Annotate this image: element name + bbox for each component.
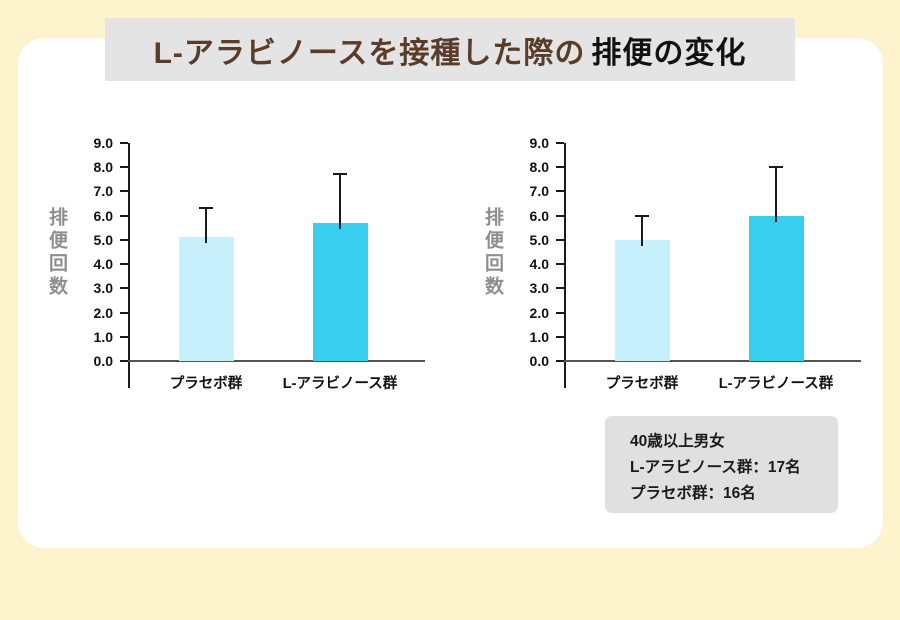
- y-tick-label: 4.0: [529, 256, 549, 273]
- y-tick-label: 1.0: [529, 328, 549, 345]
- bar-chart-left: 排便回数 0.0 1.0 2.0 3.0 4.0 5.0 6.0 7.0 8.0 9.0 プラセボ群 L…: [35, 133, 455, 425]
- y-tick: [120, 287, 128, 290]
- y-tick-label: 6.0: [529, 207, 549, 224]
- y-tick: [556, 311, 564, 314]
- y-tick-label: 9.0: [529, 135, 549, 151]
- error-bar-cap: [333, 173, 347, 176]
- y-tick-label: 0.0: [93, 353, 113, 369]
- y-tick: [120, 166, 128, 169]
- y-tick-label: 2.0: [93, 304, 113, 321]
- error-bar-cap: [635, 214, 649, 217]
- y-tick-label: 2.0: [529, 304, 549, 321]
- y-tick: [556, 166, 564, 169]
- y-tick-label: 4.0: [93, 256, 113, 273]
- category-label: L-アラビノース群: [282, 376, 398, 392]
- note-line-arabinose-count: L-アラビノース群：17名: [630, 459, 801, 476]
- y-tick: [120, 311, 128, 314]
- title-banner: L-アラビノースを接種した際の 排便の変化: [105, 18, 795, 81]
- note-line-subjects: 40歳以上男女: [630, 433, 725, 450]
- y-tick-label: 3.0: [529, 280, 549, 297]
- error-bar-line: [339, 174, 341, 229]
- y-tick: [556, 263, 564, 266]
- y-tick: [120, 360, 128, 362]
- bar: [178, 237, 234, 361]
- y-tick-label: 7.0: [93, 183, 113, 200]
- y-tick: [120, 238, 128, 241]
- y-axis-line: [564, 143, 566, 388]
- y-tick-label: 7.0: [529, 183, 549, 200]
- y-tick: [556, 214, 564, 217]
- y-tick-label: 5.0: [93, 231, 113, 248]
- category-label: L-アラビノース群: [718, 376, 834, 392]
- y-tick: [120, 335, 128, 338]
- note-line-placebo-count: プラセボ群：16名: [630, 485, 756, 502]
- y-tick: [556, 360, 564, 362]
- error-bar-line: [205, 208, 207, 244]
- y-tick-label: 6.0: [93, 207, 113, 224]
- y-tick: [120, 263, 128, 266]
- bar: [312, 222, 368, 361]
- study-note-box: 40歳以上男女 L-アラビノース群：17名 プラセボ群：16名: [605, 416, 838, 513]
- error-bar-cap: [199, 207, 213, 210]
- y-tick: [556, 142, 564, 144]
- y-tick-label: 8.0: [529, 159, 549, 176]
- title-text-black: 排便の変化: [591, 36, 747, 70]
- y-tick-label: 5.0: [529, 231, 549, 248]
- category-label: プラセボ群: [169, 376, 243, 392]
- error-bar-line: [641, 215, 643, 246]
- x-axis-line: [128, 360, 425, 362]
- y-tick-label: 1.0: [93, 328, 113, 345]
- y-tick: [120, 190, 128, 193]
- y-tick-label: 3.0: [93, 280, 113, 297]
- x-axis-line: [564, 360, 861, 362]
- category-label: プラセボ群: [605, 376, 679, 392]
- y-tick: [556, 287, 564, 290]
- y-tick-label: 8.0: [93, 159, 113, 176]
- y-tick: [120, 142, 128, 144]
- y-tick: [556, 238, 564, 241]
- y-tick: [556, 190, 564, 193]
- y-axis-line: [128, 143, 130, 388]
- y-axis-title: 排便回数: [46, 207, 67, 299]
- y-tick-label: 0.0: [529, 353, 549, 369]
- y-tick-label: 9.0: [93, 135, 113, 151]
- bar: [614, 239, 670, 361]
- bar-chart-right: 排便回数 0.0 1.0 2.0 3.0 4.0 5.0 6.0 7.0 8.0 9.0 プラセボ群 L…: [471, 133, 891, 425]
- title-text-brown: L-アラビノースを接種した際の: [153, 36, 586, 70]
- bar: [748, 215, 804, 361]
- y-axis-title: 排便回数: [482, 207, 503, 299]
- y-tick: [556, 335, 564, 338]
- y-tick: [120, 214, 128, 217]
- error-bar-line: [775, 167, 777, 222]
- error-bar-cap: [769, 166, 783, 169]
